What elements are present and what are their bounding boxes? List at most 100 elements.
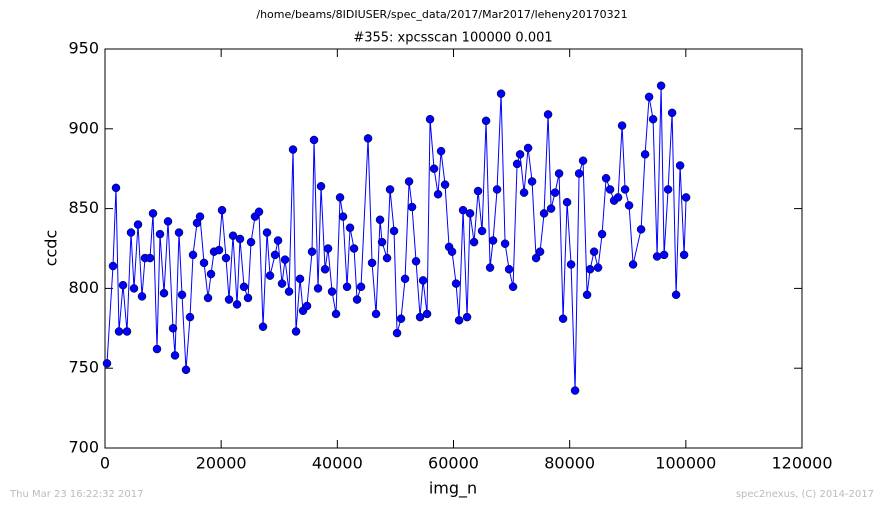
data-point: [342, 282, 352, 292]
y-tick-label: 700: [68, 438, 99, 457]
data-point: [345, 223, 355, 233]
data-point: [447, 247, 457, 256]
data-point: [496, 89, 506, 98]
data-point: [367, 258, 377, 268]
data-point: [331, 309, 341, 319]
data-point: [504, 264, 514, 274]
y-axis-label: ccdc: [42, 230, 61, 267]
data-point: [512, 159, 522, 169]
data-point: [415, 312, 425, 322]
data-point: [613, 193, 623, 202]
data-point: [349, 244, 359, 253]
data-point: [302, 301, 312, 311]
data-point: [137, 292, 147, 301]
data-point: [523, 143, 533, 153]
data-point: [188, 250, 198, 260]
data-point: [265, 271, 275, 280]
data-point: [550, 188, 560, 197]
data-point: [392, 328, 402, 338]
data-point: [385, 185, 395, 194]
data-point: [232, 300, 242, 309]
data-point: [469, 237, 479, 247]
data-point: [243, 293, 253, 303]
x-tick-label: 40000: [312, 454, 363, 473]
data-point: [458, 205, 468, 215]
data-point: [624, 201, 634, 210]
data-point: [280, 255, 290, 264]
y-tick-label: 750: [68, 358, 99, 377]
data-point: [473, 186, 483, 196]
data-point: [152, 344, 162, 354]
data-point: [327, 287, 337, 296]
data-point: [407, 202, 417, 212]
data-point: [418, 276, 428, 285]
data-point: [527, 177, 537, 186]
data-point: [396, 314, 406, 323]
data-point: [477, 226, 487, 236]
data-point: [129, 284, 139, 293]
data-point: [382, 253, 392, 263]
data-point: [636, 225, 646, 234]
data-point: [309, 135, 319, 145]
y-tick-label: 950: [68, 39, 99, 58]
data-point: [640, 150, 650, 159]
data-point: [102, 359, 112, 368]
data-point: [224, 295, 234, 304]
data-point: [235, 234, 245, 244]
data-point: [389, 226, 399, 236]
data-point: [185, 312, 195, 322]
data-point: [628, 260, 638, 269]
y-tick-label: 850: [68, 198, 99, 217]
data-point: [585, 264, 595, 274]
data-point: [284, 287, 294, 296]
data-point: [667, 108, 677, 118]
footer-left: Thu Mar 23 16:22:32 2017: [9, 489, 143, 500]
data-point: [656, 81, 666, 90]
data-point: [601, 174, 611, 183]
x-tick-label: 120000: [771, 454, 832, 473]
data-point: [488, 236, 498, 245]
data-point: [617, 121, 627, 130]
data-point: [288, 145, 298, 154]
data-point: [316, 182, 326, 191]
data-point: [570, 386, 580, 395]
data-point: [126, 228, 136, 237]
data-point: [262, 228, 272, 237]
data-point: [429, 164, 439, 173]
data-point: [433, 189, 443, 199]
y-tick-label: 900: [68, 118, 99, 137]
data-point: [454, 316, 464, 325]
data-point: [539, 209, 549, 218]
data-point: [221, 253, 231, 263]
x-tick-label: 80000: [544, 454, 595, 473]
data-point: [122, 327, 132, 336]
data-point: [277, 279, 287, 288]
data-point: [436, 146, 446, 156]
data-point: [644, 92, 654, 102]
series-line: [106, 85, 687, 391]
data-point: [451, 279, 461, 288]
data-point: [177, 290, 187, 300]
data-point: [671, 290, 681, 300]
data-point: [206, 269, 216, 279]
data-point: [214, 245, 224, 255]
data-point: [163, 217, 173, 226]
data-point: [558, 314, 568, 323]
data-point: [422, 309, 432, 319]
data-point: [323, 244, 333, 253]
data-point: [217, 205, 227, 215]
data-point: [578, 156, 588, 165]
data-point: [239, 282, 249, 292]
data-point: [508, 282, 518, 292]
data-point: [363, 134, 373, 143]
data-point: [258, 322, 268, 331]
footer-right: spec2nexus, (C) 2014-2017: [736, 489, 874, 500]
data-point: [648, 114, 658, 124]
data-point: [174, 228, 184, 237]
data-point: [462, 312, 472, 322]
data-point: [291, 327, 301, 336]
x-axis-label: img_n: [429, 479, 477, 499]
data-point: [133, 220, 143, 229]
data-point: [195, 212, 205, 221]
